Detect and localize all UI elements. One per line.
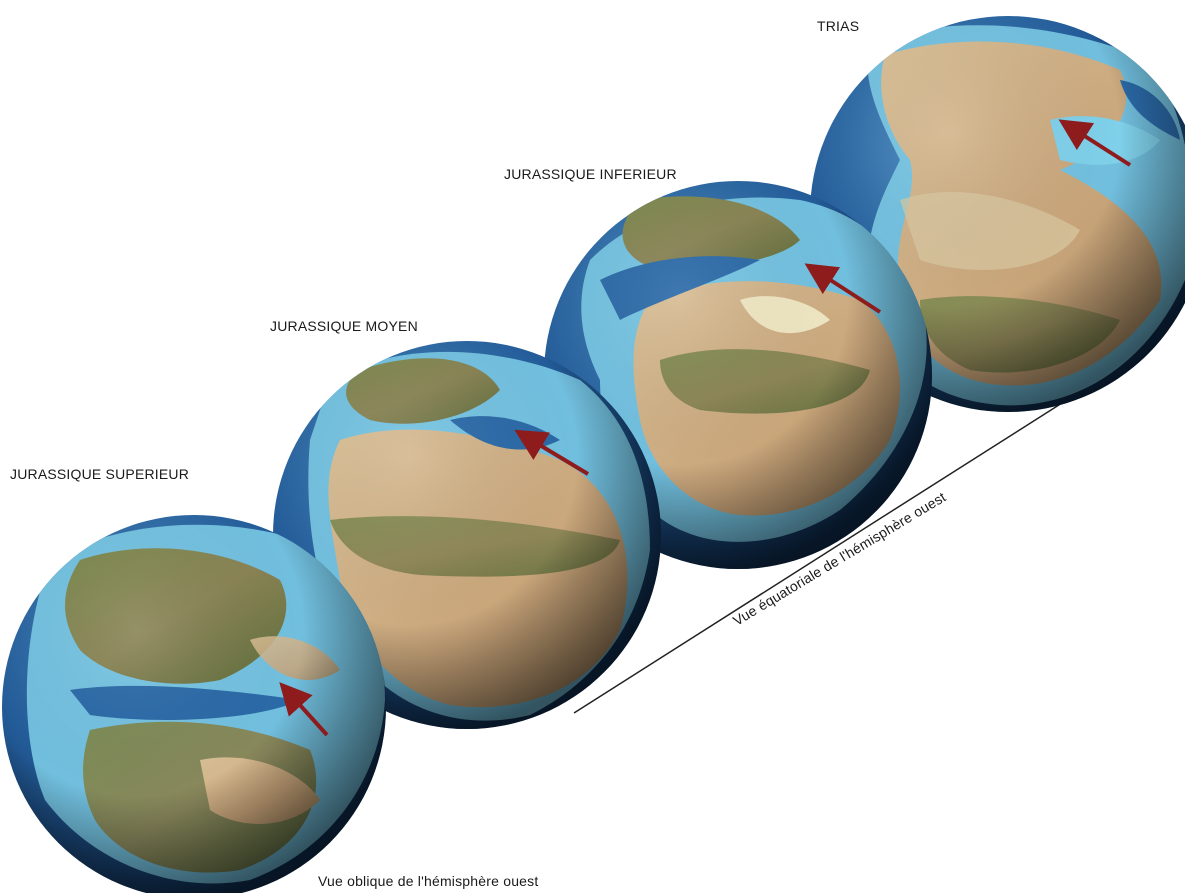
label-jurassique-inferieur: JURASSIQUE INFERIEUR: [504, 166, 677, 182]
equatorial-view-line: [573, 355, 1137, 714]
red-arrow-icon: [279, 682, 329, 737]
label-jurassique-superieur: JURASSIQUE SUPERIEUR: [10, 466, 190, 482]
red-arrow-icon: [1058, 119, 1132, 167]
globe-jurassique-superieur: [2, 515, 386, 893]
label-trias: TRIAS: [817, 18, 860, 34]
red-arrow-icon: [804, 263, 882, 314]
label-jurassique-moyen: JURASSIQUE MOYEN: [270, 318, 418, 334]
red-arrow-icon: [514, 429, 590, 476]
caption-oblique-view: Vue oblique de l'hémisphère ouest: [318, 873, 539, 889]
globe-jurassique-inferieur: [544, 181, 932, 569]
